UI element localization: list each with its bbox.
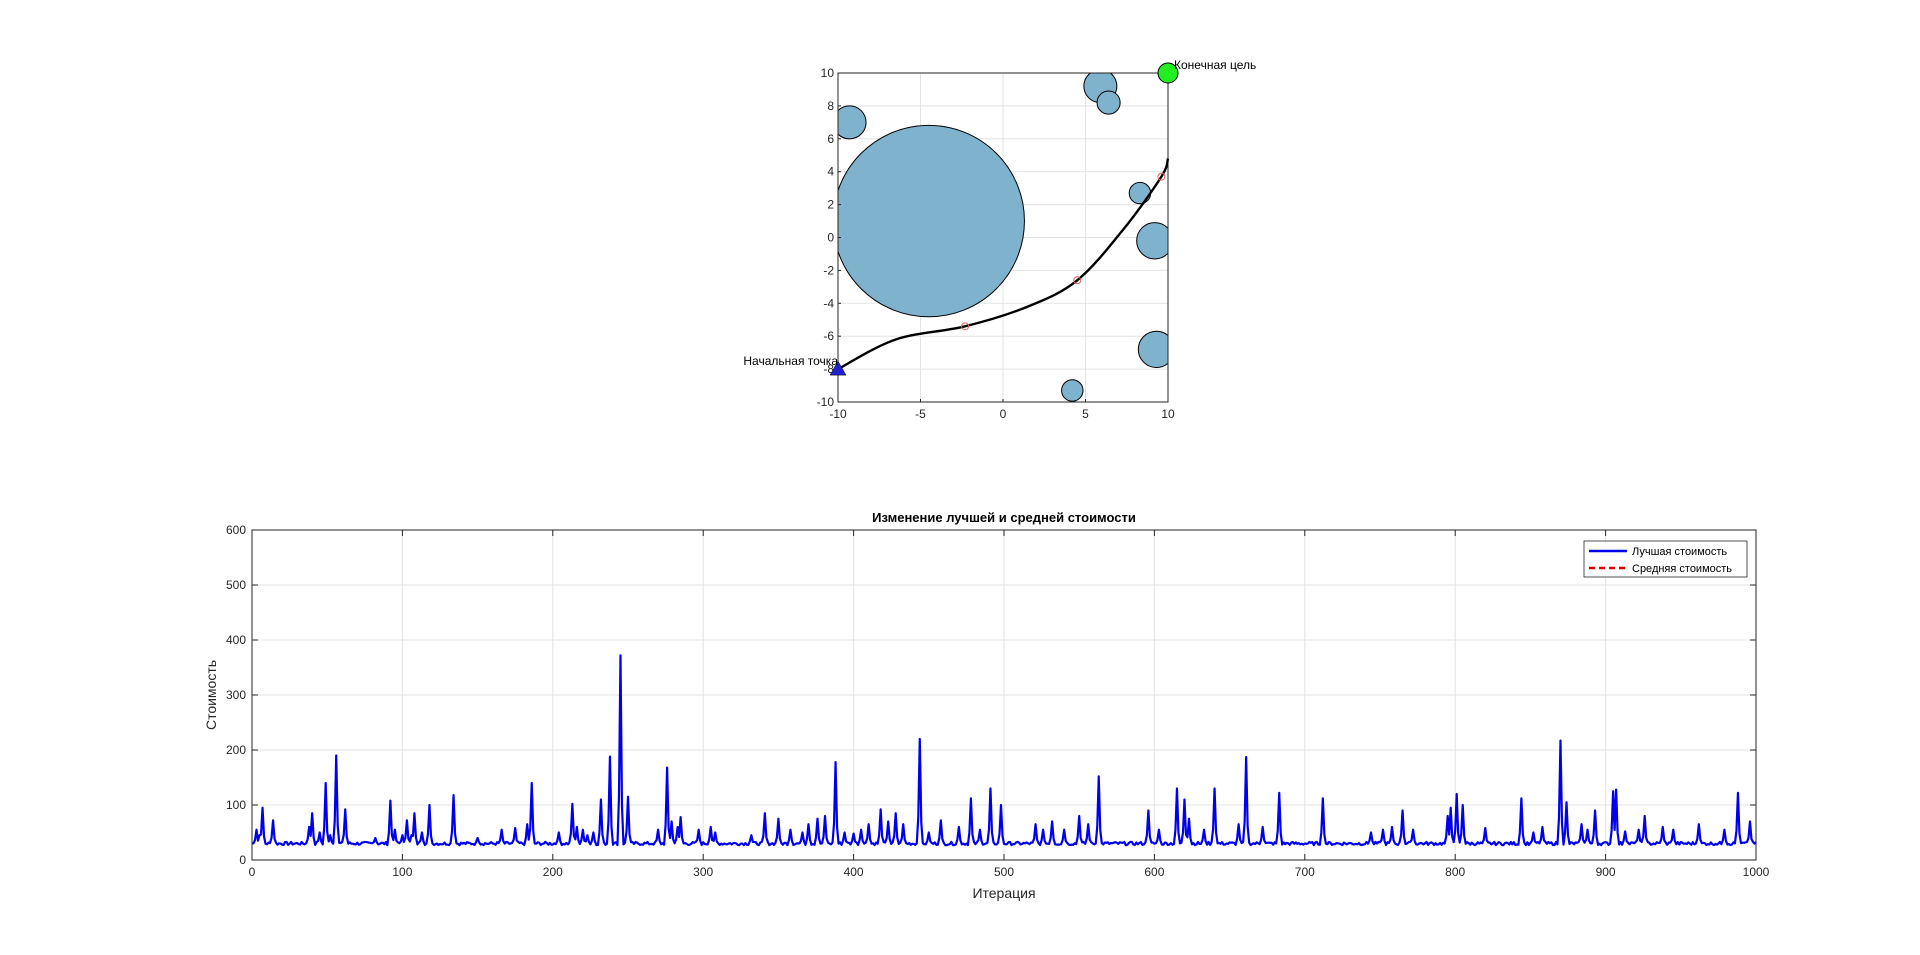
cost-x-tick-label: 300 bbox=[693, 865, 713, 879]
obstacle-circle bbox=[1128, 181, 1152, 205]
cost-legend: Лучшая стоимость Средняя стоимость bbox=[1583, 540, 1748, 578]
map-y-tick-label: 4 bbox=[827, 165, 834, 179]
map-obstacles bbox=[838, 73, 1168, 402]
map-y-tick-label: 6 bbox=[827, 132, 834, 146]
cost-x-tick-label: 100 bbox=[392, 865, 412, 879]
legend-best-label: Лучшая стоимость bbox=[1632, 546, 1727, 558]
map-y-tick-label: -4 bbox=[823, 296, 834, 310]
map-x-tick-label: 10 bbox=[1161, 407, 1175, 421]
goal-marker bbox=[1157, 62, 1179, 84]
cost-y-tick-label: 200 bbox=[226, 743, 246, 757]
obstacle-circle bbox=[1136, 222, 1168, 260]
cost-y-tick-label: 400 bbox=[226, 633, 246, 647]
cost-x-tick-label: 500 bbox=[994, 865, 1014, 879]
cost-xlabel: Итерация bbox=[972, 885, 1035, 901]
cost-y-tick-label: 0 bbox=[239, 853, 246, 867]
map-plot: -10 -5 0 5 10 10 8 6 4 2 0 -2 -4 -6 -8 -10 Начальная то… bbox=[743, 58, 1256, 421]
map-y-tick-label: -2 bbox=[823, 263, 834, 277]
start-label: Начальная точка bbox=[743, 354, 838, 368]
cost-x-tick-label: 0 bbox=[249, 865, 256, 879]
cost-x-tick-label: 400 bbox=[844, 865, 864, 879]
goal-label: Конечная цель bbox=[1174, 58, 1256, 72]
cost-plot: 0 100 200 300 400 500 600 700 800 900 100060050040… bbox=[203, 510, 1770, 901]
cost-ylabel: Стоимость bbox=[203, 660, 219, 730]
waypoint-marker bbox=[961, 322, 970, 331]
cost-x-tick-label: 1000 bbox=[1743, 865, 1770, 879]
map-ticks: -10 -5 0 5 10 10 8 6 4 2 0 -2 -4 -6 -8 -10 bbox=[817, 66, 1175, 421]
map-waypoints bbox=[961, 172, 1166, 331]
map-y-tick-label: 8 bbox=[827, 99, 834, 113]
legend-mean-label: Средняя стоимость bbox=[1632, 563, 1732, 575]
cost-x-tick-label: 200 bbox=[543, 865, 563, 879]
cost-y-tick-label: 500 bbox=[226, 578, 246, 592]
map-y-tick-label: -10 bbox=[817, 395, 835, 409]
map-x-tick-label: -10 bbox=[829, 407, 847, 421]
cost-title: Изменение лучшей и средней стоимости bbox=[872, 510, 1136, 525]
map-y-tick-label: 10 bbox=[821, 66, 835, 80]
best-cost-line bbox=[251, 654, 1757, 847]
cost-ticks: 0 100 200 300 400 500 600 700 800 900 100060050040… bbox=[226, 523, 1770, 879]
map-x-tick-label: 5 bbox=[1082, 407, 1089, 421]
cost-y-tick-label: 600 bbox=[226, 523, 246, 537]
map-x-tick-label: 0 bbox=[1000, 407, 1007, 421]
map-x-tick-label: -5 bbox=[915, 407, 926, 421]
map-y-tick-label: 2 bbox=[827, 198, 834, 212]
cost-x-tick-label: 600 bbox=[1144, 865, 1164, 879]
legend-box bbox=[1583, 540, 1748, 578]
waypoint-marker bbox=[1157, 172, 1166, 181]
obstacle-circle bbox=[1061, 379, 1084, 402]
waypoint-marker bbox=[1073, 276, 1082, 285]
obstacle-circle bbox=[1096, 90, 1121, 115]
obstacle-circle bbox=[838, 105, 867, 140]
obstacle-circle bbox=[1137, 330, 1168, 369]
cost-x-tick-label: 700 bbox=[1295, 865, 1315, 879]
map-y-tick-label: -8 bbox=[823, 362, 834, 376]
cost-x-tick-label: 900 bbox=[1596, 865, 1616, 879]
cost-y-tick-label: 300 bbox=[226, 688, 246, 702]
map-y-tick-label: 0 bbox=[827, 231, 834, 245]
start-marker bbox=[829, 360, 847, 376]
cost-x-tick-label: 800 bbox=[1445, 865, 1465, 879]
planned-path bbox=[837, 158, 1170, 371]
map-y-tick-label: -6 bbox=[823, 329, 834, 343]
cost-y-tick-label: 100 bbox=[226, 798, 246, 812]
obstacle-circle bbox=[838, 124, 1025, 318]
